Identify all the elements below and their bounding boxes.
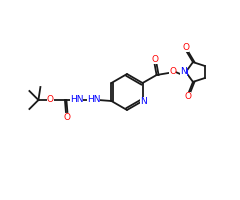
Text: O: O [182,43,189,52]
Text: O: O [47,96,54,104]
Text: N: N [140,97,147,106]
Text: HN: HN [87,95,100,104]
Text: N: N [181,70,188,78]
Text: N: N [180,68,187,76]
Text: O: O [151,54,158,64]
Text: HN: HN [70,95,83,104]
Text: O: O [185,92,192,101]
Text: O: O [169,68,176,76]
Text: O: O [64,112,71,121]
